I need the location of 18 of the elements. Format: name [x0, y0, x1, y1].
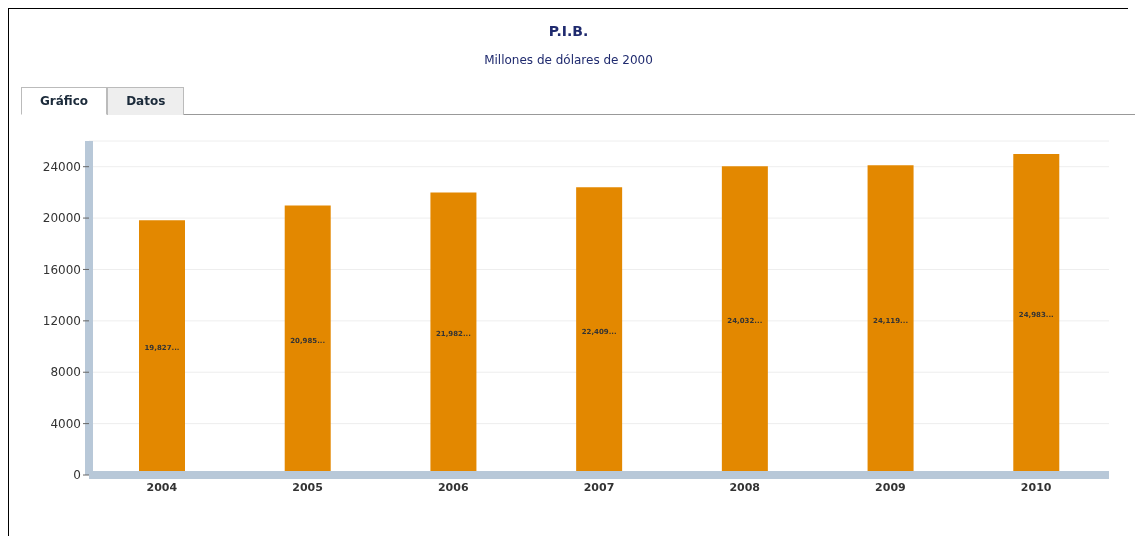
chart-title: P.I.B.: [547, 23, 590, 39]
x-tick-label: 2005: [292, 480, 323, 494]
y-tick-label: 0: [73, 468, 81, 483]
y-tick-label: 4000: [50, 416, 81, 431]
x-tick-label: 2009: [875, 480, 906, 494]
x-tick-label: 2004: [146, 480, 178, 494]
y-tick-label: 12000: [42, 314, 81, 329]
x-tick-label: 2010: [1020, 480, 1052, 494]
y-tick-label: 8000: [50, 365, 81, 380]
x-tick-label: 2006: [437, 480, 469, 494]
chart-subtitle: Millones de dólares de 2000: [483, 53, 654, 67]
x-tick-label: 2008: [729, 480, 761, 494]
x-tick-label: 2007: [583, 480, 615, 494]
y-tick-label: 24000: [42, 159, 81, 174]
text: Datos: [107, 87, 185, 115]
y-tick-label: 16000: [42, 262, 81, 277]
y-tick-label: 20000: [42, 211, 81, 226]
text: Gráfico: [21, 87, 108, 115]
